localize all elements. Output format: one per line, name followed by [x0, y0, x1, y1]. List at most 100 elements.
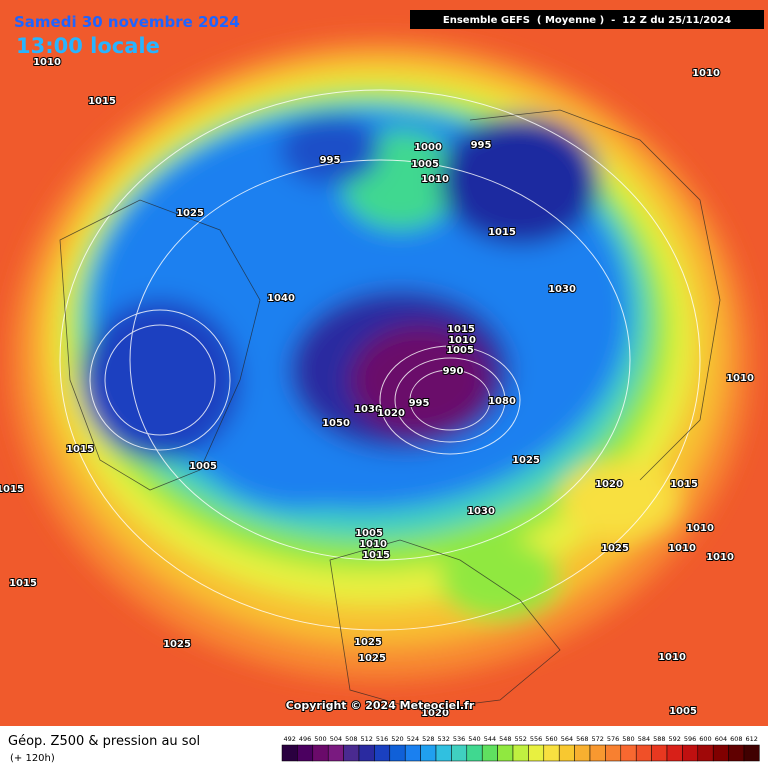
isobar-label: 1015: [362, 550, 390, 561]
scale-label: 520: [391, 735, 403, 743]
scale-swatch: [605, 744, 622, 762]
scale-swatch: [327, 744, 344, 762]
scale-swatch: [497, 744, 514, 762]
scale-swatch: [651, 744, 668, 762]
scale-label: 572: [591, 735, 603, 743]
time: 13:00 locale: [16, 34, 160, 58]
z500-field: [0, 0, 768, 726]
isobar-label: 1005: [446, 345, 474, 356]
scale-swatch: [435, 744, 452, 762]
scale-label: 564: [561, 735, 573, 743]
scale-swatch: [404, 744, 421, 762]
isobar-label: 1050: [322, 418, 350, 429]
copyright: Copyright © 2024 Meteociel.fr: [286, 699, 475, 712]
scale-swatch: [358, 744, 375, 762]
scale-label: 592: [668, 735, 680, 743]
scale-label: 548: [499, 735, 511, 743]
scale-swatch: [743, 744, 760, 762]
scale-label: 492: [283, 735, 295, 743]
scale-label: 504: [330, 735, 342, 743]
isobar-label: 1005: [411, 159, 439, 170]
color-scale: 492 496 500 504 508 512 516 520 524 528 532 536 540 5…: [281, 735, 760, 762]
scale-label: 600: [699, 735, 711, 743]
isobar-label: 1010: [686, 523, 714, 534]
scale-swatch: [728, 744, 745, 762]
isobar-label: 1025: [358, 653, 386, 664]
isobar-label: 1010: [706, 552, 734, 563]
isobar-label: 1020: [377, 408, 405, 419]
scale-label: 584: [638, 735, 650, 743]
isobar-label: 1015: [9, 578, 37, 589]
scale-swatch: [374, 744, 391, 762]
scale-label: 508: [345, 735, 357, 743]
isobar-label: 1025: [354, 637, 382, 648]
isobar-label: 995: [320, 155, 341, 166]
isobar-label: 1030: [548, 284, 576, 295]
isobar-label: 1025: [601, 543, 629, 554]
scale-label: 512: [360, 735, 372, 743]
isobar-label: 1005: [355, 528, 383, 539]
scale-swatch: [543, 744, 560, 762]
isobar-label: 1015: [66, 444, 94, 455]
isobar-label: 1010: [448, 335, 476, 346]
scale-swatch: [343, 744, 360, 762]
model: Ensemble GEFS ( Moyenne ) - 12 Z du 25/1…: [443, 15, 731, 26]
scale-swatch: [574, 744, 591, 762]
isobar-label: 1030: [467, 506, 495, 517]
isobar-label: 1005: [669, 706, 697, 717]
scale-swatch: [620, 744, 637, 762]
scale-swatch: [281, 744, 298, 762]
isobar-label: 990: [443, 366, 464, 377]
scale-label: 560: [545, 735, 557, 743]
isobar-label: 1015: [0, 484, 24, 495]
isobar-label: 1010: [692, 68, 720, 79]
model-box: [410, 10, 764, 29]
scale-label: 588: [653, 735, 665, 743]
scale-label: 500: [314, 735, 326, 743]
isobar-label: 1010: [658, 652, 686, 663]
isobar-label: 1025: [163, 639, 191, 650]
scale-label: 576: [607, 735, 619, 743]
isobar-label: 1015: [88, 96, 116, 107]
scale-label: 496: [299, 735, 311, 743]
isobar-label: 1015: [670, 479, 698, 490]
scale-swatch: [297, 744, 314, 762]
scale-swatch: [697, 744, 714, 762]
footer-subtitle: (+ 120h): [10, 753, 55, 764]
scale-swatch: [481, 744, 498, 762]
scale-label: 552: [514, 735, 526, 743]
scale-label: 604: [715, 735, 727, 743]
isobar-label: 1010: [726, 373, 754, 384]
isobar-label: 1010: [668, 543, 696, 554]
scale-swatch: [312, 744, 329, 762]
isobar-label: 1000: [414, 142, 442, 153]
isobar-label: 1015: [488, 227, 516, 238]
isobar-label: 1020: [595, 479, 623, 490]
scale-swatch: [635, 744, 652, 762]
scale-label: 556: [530, 735, 542, 743]
scale-label: 612: [745, 735, 757, 743]
scale-swatch: [558, 744, 575, 762]
scale-swatch: [512, 744, 529, 762]
isobar-label: 1080: [488, 396, 516, 407]
isobar-label: 1020: [421, 708, 449, 719]
scale-label: 536: [453, 735, 465, 743]
date: Samedi 30 novembre 2024: [14, 13, 240, 31]
scale-label: 516: [376, 735, 388, 743]
scale-swatch: [682, 744, 699, 762]
scale-swatch: [466, 744, 483, 762]
isobar-label: 995: [409, 398, 430, 409]
scale-swatch: [666, 744, 683, 762]
scale-label: 568: [576, 735, 588, 743]
isobar-label: 1025: [176, 208, 204, 219]
isobar-label: 1010: [33, 57, 61, 68]
scale-swatch: [420, 744, 437, 762]
scale-swatch: [712, 744, 729, 762]
scale-swatch: [451, 744, 468, 762]
scale-label: 540: [468, 735, 480, 743]
scale-label: 596: [684, 735, 696, 743]
isobar-label: 1040: [267, 293, 295, 304]
